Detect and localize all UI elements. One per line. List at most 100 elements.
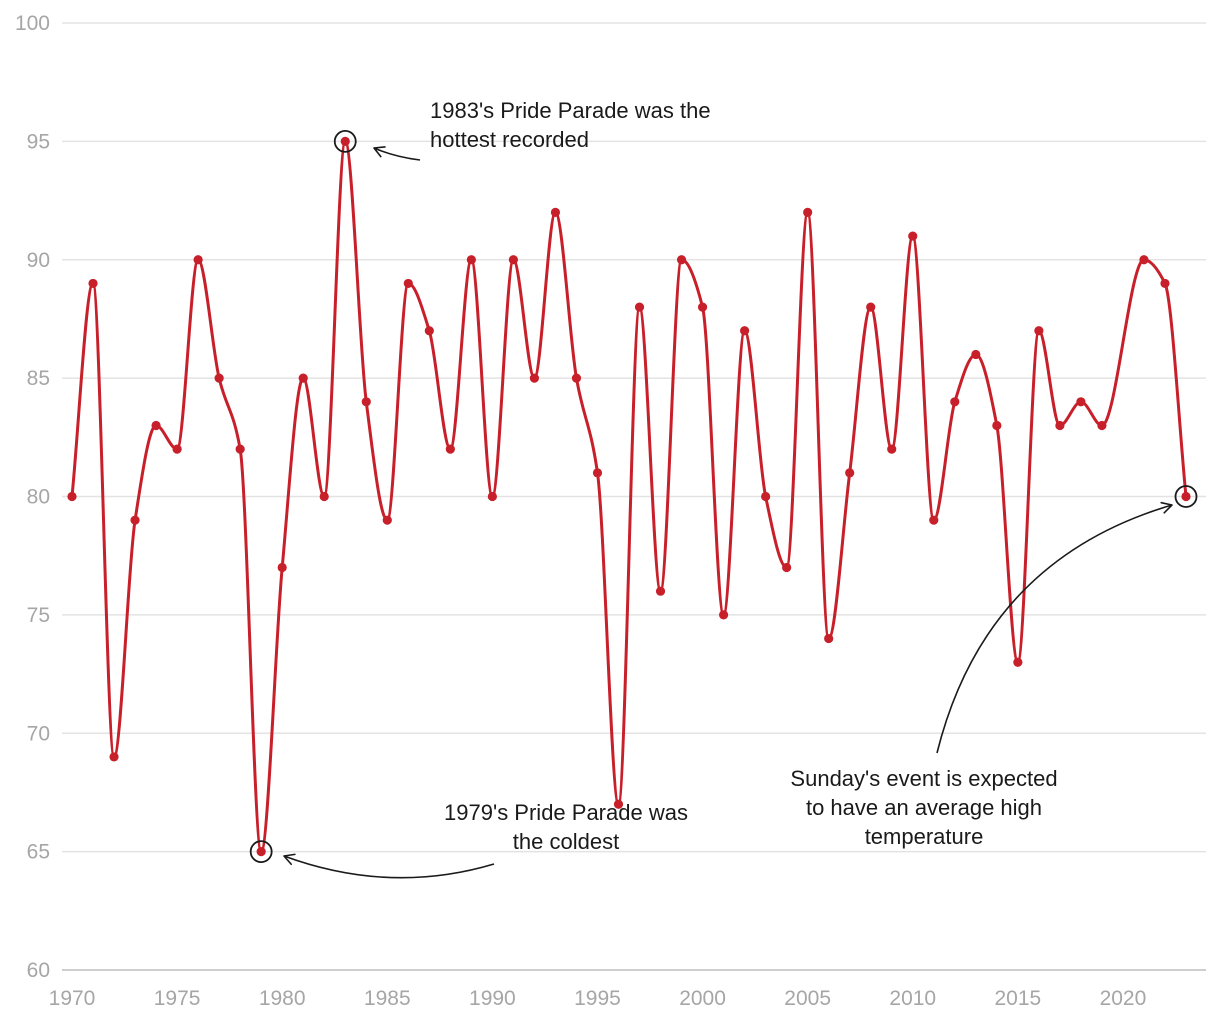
- annotation-text-1979: 1979's Pride Parade was the coldest: [444, 800, 688, 854]
- gridlines: [62, 22, 1206, 971]
- y-tick-label: 95: [27, 130, 50, 153]
- highlight-ring-1983: [333, 129, 357, 153]
- data-point-1985: [382, 515, 392, 525]
- annotation-line: the coldest: [513, 829, 619, 854]
- data-point-2001: [718, 610, 729, 620]
- annotation-arrow-1983: [373, 147, 421, 161]
- highlight-ring-1979: [249, 840, 273, 864]
- annotation-arrowhead-2023: [1160, 501, 1173, 514]
- y-tick-label: 70: [27, 722, 50, 745]
- data-point-1977: [214, 373, 224, 383]
- y-tick-label: 100: [15, 12, 50, 35]
- data-point-2012: [950, 397, 960, 407]
- data-point-1979: [256, 847, 266, 857]
- y-tick-label: 75: [27, 604, 50, 627]
- data-point-1992: [529, 373, 540, 383]
- annotation-arrowhead-1979: [283, 853, 296, 866]
- data-point-1970: [67, 491, 77, 502]
- x-tick-label: 1975: [154, 987, 201, 1010]
- data-point-2013: [971, 349, 981, 360]
- data-point-2017: [1055, 420, 1065, 431]
- data-point-1978: [235, 444, 245, 454]
- annotation-line: hottest recorded: [430, 127, 589, 152]
- y-tick-label: 65: [27, 841, 50, 864]
- data-point-2022: [1160, 278, 1170, 289]
- annotations: 1983's Pride Parade was the hottest recor…: [249, 98, 1198, 879]
- annotation-arrow-2023: [936, 504, 1173, 754]
- data-point-1999: [676, 255, 687, 265]
- annotation-line: to have an average high: [806, 795, 1042, 820]
- data-point-2015: [1013, 657, 1023, 667]
- data-point-1971: [88, 278, 98, 289]
- data-point-1993: [550, 207, 561, 217]
- x-tick-label: 1995: [574, 987, 621, 1010]
- data-point-2002: [740, 326, 750, 336]
- data-point-1973: [130, 515, 140, 525]
- data-point-2023: [1181, 491, 1191, 502]
- y-axis-ticks: 60 65 70 75 80 85 90 95 100: [15, 12, 50, 982]
- x-tick-label: 2005: [784, 987, 831, 1010]
- data-points: [67, 136, 1191, 857]
- data-point-2014: [992, 420, 1002, 431]
- data-point-1989: [466, 255, 476, 265]
- y-tick-label: 80: [27, 486, 50, 509]
- x-tick-label: 2015: [994, 987, 1041, 1010]
- data-point-2003: [761, 491, 771, 502]
- x-tick-label: 2010: [889, 987, 936, 1010]
- data-point-1976: [193, 255, 203, 265]
- annotation-text-2023: Sunday's event is expected to have an ave…: [790, 766, 1057, 849]
- data-point-2021: [1139, 255, 1149, 265]
- data-point-1987: [424, 326, 434, 336]
- data-point-1984: [361, 397, 371, 407]
- data-point-1988: [445, 444, 455, 454]
- annotation-line: 1983's Pride Parade was the: [430, 98, 711, 123]
- annotation-arrow-1979: [283, 855, 495, 879]
- data-point-1998: [655, 586, 666, 596]
- y-tick-label: 85: [27, 367, 50, 390]
- x-axis-ticks: 1970 1975 1980 1985 1990 1995 2000 2005 2010 2015…: [49, 987, 1147, 1010]
- data-point-1997: [634, 302, 645, 312]
- annotation-line: 1979's Pride Parade was: [444, 800, 688, 825]
- data-point-2004: [782, 562, 792, 573]
- series-line: [70, 139, 1188, 854]
- data-point-1972: [109, 752, 119, 762]
- annotation-line: temperature: [865, 824, 984, 849]
- x-tick-label: 2000: [679, 987, 726, 1010]
- highlight-ring-2023: [1174, 485, 1198, 508]
- data-point-1986: [403, 278, 413, 289]
- data-point-1975: [172, 444, 182, 454]
- x-tick-label: 2020: [1100, 987, 1147, 1010]
- series-line-group: [70, 139, 1188, 854]
- annotation-arrowhead-1983: [373, 146, 386, 158]
- data-point-1980: [277, 562, 287, 573]
- data-point-2000: [697, 302, 708, 312]
- data-point-1981: [298, 373, 308, 383]
- data-point-2010: [908, 231, 918, 241]
- data-point-2005: [803, 207, 813, 217]
- data-point-2008: [866, 302, 876, 312]
- annotation-line: Sunday's event is expected: [790, 766, 1057, 791]
- data-point-1995: [592, 468, 603, 478]
- x-tick-label: 1990: [469, 987, 516, 1010]
- data-point-1996: [613, 799, 624, 809]
- data-point-2007: [845, 468, 855, 478]
- data-point-1974: [151, 420, 161, 431]
- y-tick-label: 90: [27, 249, 50, 272]
- x-tick-label: 1980: [259, 987, 306, 1010]
- x-tick-label: 1985: [364, 987, 411, 1010]
- x-tick-label: 1970: [49, 987, 96, 1010]
- data-point-2009: [887, 444, 897, 454]
- y-tick-label: 60: [27, 959, 50, 982]
- data-point-2011: [929, 515, 939, 525]
- data-point-1982: [319, 491, 329, 502]
- data-point-2016: [1034, 326, 1044, 336]
- data-point-2006: [824, 633, 834, 644]
- data-point-2018: [1076, 397, 1086, 407]
- data-point-2019: [1097, 420, 1107, 431]
- data-point-1983: [340, 136, 350, 146]
- data-point-1991: [508, 255, 518, 265]
- annotation-text-1983: 1983's Pride Parade was the hottest recor…: [430, 98, 711, 152]
- data-point-1990: [487, 491, 497, 502]
